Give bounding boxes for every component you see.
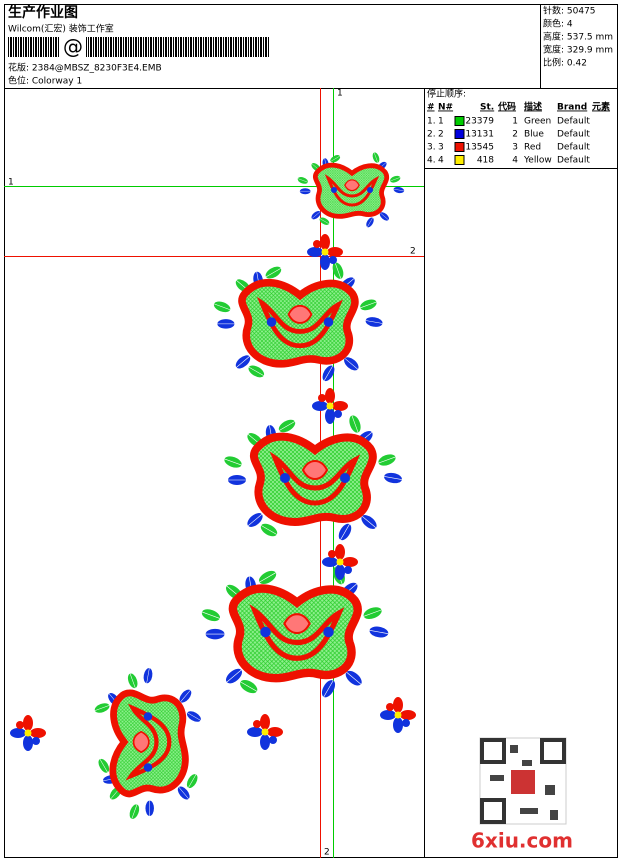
row-no: 1.	[427, 117, 436, 127]
stat: 针数: 50475	[543, 5, 596, 17]
row-no: 4.	[427, 156, 436, 166]
stat: 比例: 0.42	[543, 57, 587, 69]
guide-label: 1	[337, 89, 343, 99]
barcode-text: @	[63, 35, 83, 59]
barcode-gap	[60, 36, 86, 58]
row-stitches: 13545	[465, 143, 494, 153]
row-code: 4	[512, 156, 518, 166]
row-code: 2	[512, 130, 518, 140]
column-header: N#	[438, 103, 453, 113]
column-header: #	[427, 103, 435, 113]
table-title: 停止顺序:	[427, 88, 466, 100]
row-desc: Green	[524, 117, 551, 127]
column-header: 代码	[497, 101, 516, 113]
guide-label: 2	[324, 848, 330, 858]
color-swatch	[454, 116, 465, 126]
row-code: 3	[512, 143, 518, 153]
color-swatch	[454, 142, 465, 152]
watermark: 6xiu.com	[471, 829, 573, 853]
stat: 高度: 537.5 mm	[543, 31, 613, 43]
column-header: Brand	[557, 103, 587, 113]
qr-code	[479, 737, 567, 825]
color-swatch	[454, 155, 465, 165]
colorway: 色位: Colorway 1	[8, 75, 82, 87]
barcode	[8, 37, 270, 57]
stat: 颜色: 4	[543, 18, 573, 30]
row-stitches: 418	[477, 156, 494, 166]
column-header: St.	[480, 103, 494, 113]
subtitle: Wilcom(汇宏) 装饰工作室	[8, 23, 114, 35]
row-brand: Default	[557, 156, 590, 166]
row-code: 1	[512, 117, 518, 127]
guide-label: 2	[410, 247, 416, 257]
row-brand: Default	[557, 143, 590, 153]
stat: 宽度: 329.9 mm	[543, 44, 613, 56]
stop-table: 停止顺序: # N# St. 代码 描述 Brand 元素1. 1 23379 1 Green Def…	[427, 88, 610, 166]
row-desc: Red	[524, 143, 541, 153]
row-no: 3.	[427, 143, 436, 153]
frame	[4, 4, 618, 858]
row-n: 4	[438, 156, 444, 166]
column-header: 元素	[592, 101, 610, 113]
row-n: 1	[438, 117, 444, 127]
row-n: 3	[438, 143, 444, 153]
design-file: 花版: 2384@MBSZ_8230F3E4.EMB	[8, 62, 162, 74]
guide-label: 1	[8, 178, 14, 188]
embroidery-design	[10, 151, 416, 820]
row-brand: Default	[557, 117, 590, 127]
row-stitches: 13131	[465, 130, 494, 140]
row-desc: Yellow	[523, 156, 552, 166]
row-n: 2	[438, 130, 444, 140]
title: 生产作业图	[8, 4, 78, 21]
row-brand: Default	[557, 130, 590, 140]
row-stitches: 23379	[465, 117, 494, 127]
row-no: 2.	[427, 130, 436, 140]
color-swatch	[454, 129, 465, 139]
column-header: 描述	[524, 101, 542, 113]
row-desc: Blue	[524, 130, 544, 140]
